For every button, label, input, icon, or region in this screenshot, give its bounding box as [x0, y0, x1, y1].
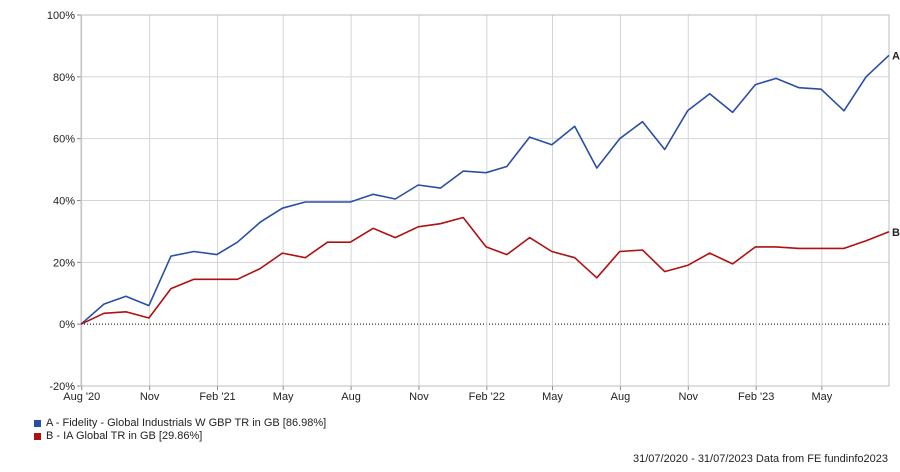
x-tick-label: Feb '22 [469, 391, 505, 403]
x-tick-label: Feb '23 [738, 391, 774, 403]
y-tick-label: 40% [53, 196, 75, 208]
x-tick-label: Feb '21 [199, 391, 235, 403]
x-tick-label: Aug '20 [63, 391, 100, 403]
legend-swatch-b [34, 433, 41, 440]
series-end-label-a: A [892, 50, 900, 62]
legend-label-b: B - IA Global TR in GB [29.86%] [46, 430, 203, 442]
x-tick-label: Nov [679, 391, 699, 403]
legend-item-a: A - Fidelity - Global Industrials W GBP … [34, 417, 326, 430]
legend-item-b: B - IA Global TR in GB [29.86%] [34, 430, 326, 443]
y-tick-label: 20% [53, 257, 75, 269]
legend-label-a: A - Fidelity - Global Industrials W GBP … [46, 417, 327, 429]
series-line-b [80, 216, 890, 325]
x-tick-label: Aug [341, 391, 361, 403]
x-tick-label: Nov [409, 391, 429, 403]
footer-source: 31/07/2020 - 31/07/2023 Data from FE fun… [632, 453, 888, 465]
y-tick-label: 60% [53, 134, 75, 146]
legend-swatch-a [34, 420, 41, 427]
series-end-label-b: B [892, 227, 900, 239]
x-tick-label: Nov [140, 391, 160, 403]
x-tick-label: May [811, 391, 832, 403]
y-tick-label: 0% [59, 319, 75, 331]
y-tick-label: 80% [53, 72, 75, 84]
legend: A - Fidelity - Global Industrials W GBP … [34, 417, 326, 443]
x-tick-label: May [273, 391, 294, 403]
y-tick-label: -20% [49, 381, 75, 393]
x-tick-label: Aug [611, 391, 631, 403]
y-tick-label: 100% [47, 10, 75, 22]
series-line-a [80, 54, 890, 325]
x-tick-label: May [542, 391, 563, 403]
plot-border [80, 14, 890, 387]
